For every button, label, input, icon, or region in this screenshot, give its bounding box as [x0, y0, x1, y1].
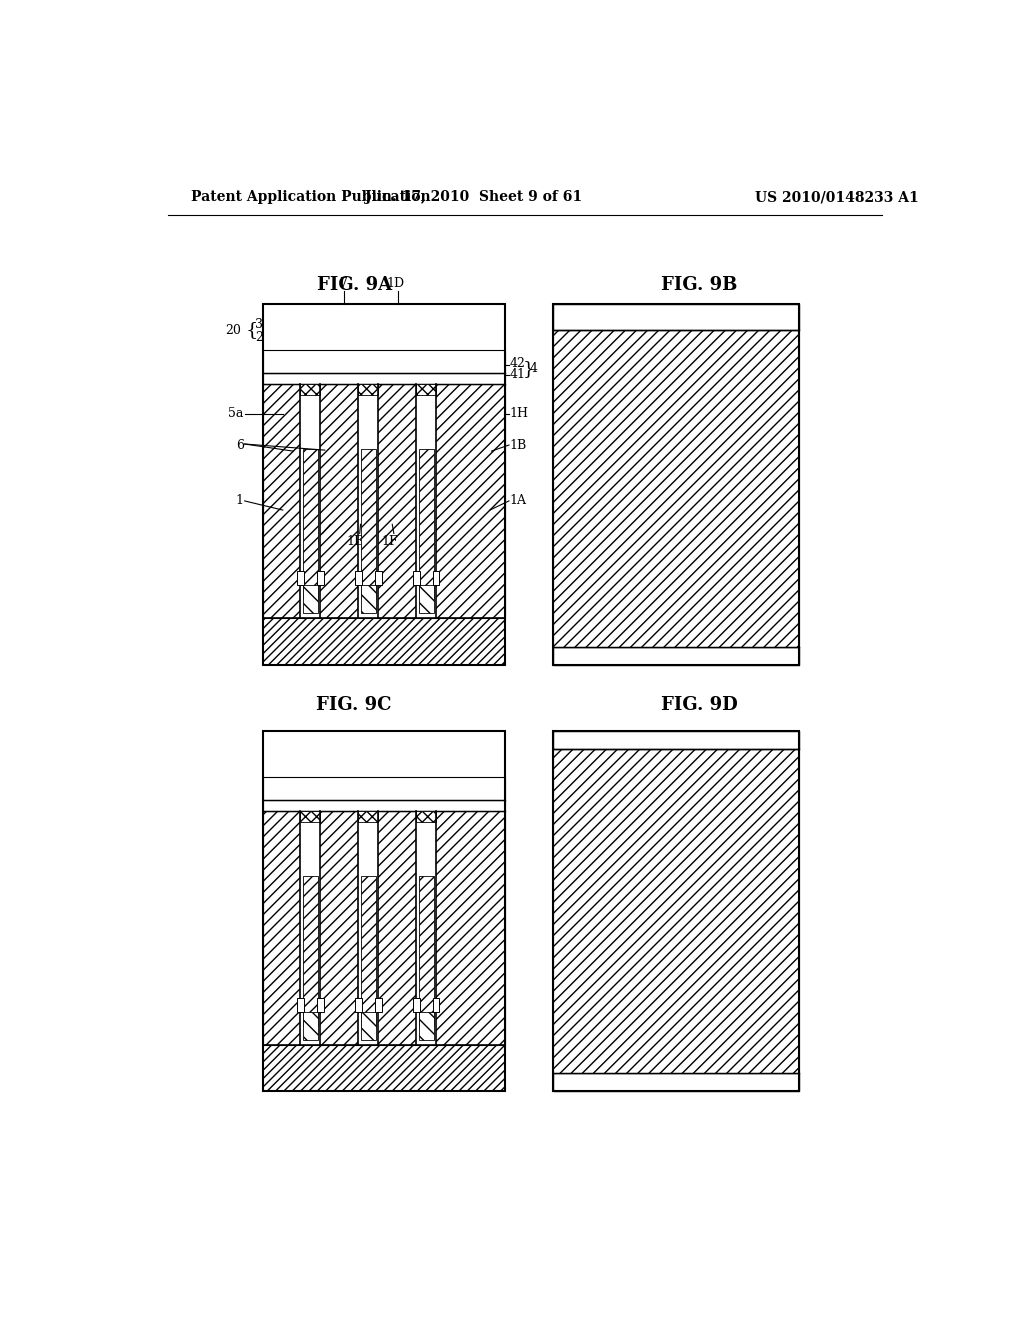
Bar	[419, 1012, 433, 1040]
Text: FIG. 9A: FIG. 9A	[316, 276, 392, 294]
Bar	[263, 731, 505, 1092]
Bar	[300, 384, 321, 618]
Bar	[416, 384, 436, 618]
Bar	[263, 800, 505, 810]
Text: 5a: 5a	[228, 407, 244, 420]
Text: 3: 3	[255, 318, 263, 330]
Bar	[416, 384, 436, 395]
Bar	[263, 384, 505, 618]
Bar	[553, 647, 799, 664]
Text: 42: 42	[510, 358, 525, 370]
Bar	[316, 570, 324, 585]
Text: FIG. 9C: FIG. 9C	[316, 696, 392, 714]
Bar	[553, 330, 799, 647]
Bar	[354, 998, 361, 1012]
Bar	[413, 998, 420, 1012]
Bar	[300, 810, 321, 1044]
Text: 1F: 1F	[382, 536, 398, 549]
Bar	[263, 350, 505, 374]
Bar	[354, 570, 361, 585]
Text: 1A: 1A	[510, 495, 526, 507]
Bar	[553, 1073, 799, 1092]
Bar	[553, 748, 799, 1073]
Text: FIG. 9B: FIG. 9B	[662, 276, 737, 294]
Text: FIG. 9D: FIG. 9D	[662, 696, 737, 714]
Text: 5: 5	[312, 536, 321, 549]
Bar	[553, 304, 799, 330]
Bar	[303, 449, 317, 599]
Bar	[263, 1044, 505, 1092]
Text: US 2010/0148233 A1: US 2010/0148233 A1	[755, 190, 919, 205]
Bar	[263, 374, 505, 384]
Bar	[416, 810, 436, 1044]
Bar	[360, 876, 376, 1026]
Text: 2: 2	[255, 331, 263, 343]
Text: 1D: 1D	[386, 276, 404, 289]
Bar	[358, 384, 378, 395]
Bar	[432, 998, 439, 1012]
Bar	[263, 810, 505, 1044]
Text: Jun. 17, 2010  Sheet 9 of 61: Jun. 17, 2010 Sheet 9 of 61	[365, 190, 582, 205]
Bar	[297, 998, 304, 1012]
Text: 1: 1	[236, 495, 244, 507]
Bar	[263, 304, 505, 664]
Bar	[303, 876, 317, 1026]
Text: 20: 20	[225, 323, 242, 337]
Text: 6: 6	[236, 438, 244, 451]
Bar	[419, 876, 433, 1026]
Bar	[263, 618, 505, 664]
Bar	[360, 585, 376, 612]
Bar	[553, 304, 799, 664]
Text: 1H: 1H	[510, 407, 528, 420]
Bar	[419, 449, 433, 599]
Bar	[358, 810, 378, 1044]
Bar	[358, 384, 378, 618]
Text: 4: 4	[529, 362, 538, 375]
Text: Patent Application Publication: Patent Application Publication	[191, 190, 431, 205]
Bar	[553, 731, 799, 748]
Bar	[432, 570, 439, 585]
Bar	[300, 810, 321, 821]
Bar	[300, 384, 321, 395]
Text: {: {	[246, 321, 258, 339]
Bar	[358, 810, 378, 821]
Bar	[375, 998, 382, 1012]
Bar	[316, 998, 324, 1012]
Bar	[297, 570, 304, 585]
Bar	[360, 1012, 376, 1040]
Text: 1E: 1E	[346, 536, 364, 549]
Text: 41: 41	[510, 368, 525, 381]
Bar	[303, 585, 317, 612]
Text: }: }	[523, 360, 535, 378]
Bar	[419, 585, 433, 612]
Bar	[375, 570, 382, 585]
Bar	[263, 776, 505, 800]
Bar	[553, 731, 799, 1092]
Bar	[303, 1012, 317, 1040]
Bar	[416, 810, 436, 821]
Bar	[360, 449, 376, 599]
Bar	[413, 570, 420, 585]
Text: 1B: 1B	[510, 438, 527, 451]
Text: 7: 7	[340, 276, 348, 289]
